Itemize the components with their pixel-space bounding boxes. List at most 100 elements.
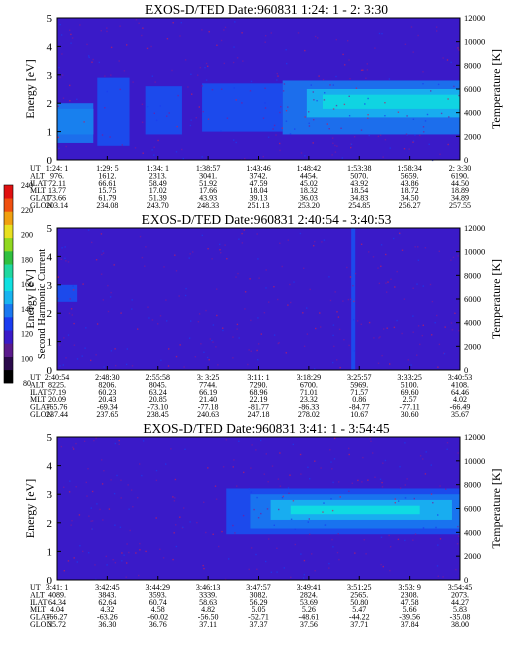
noise-speck — [153, 154, 155, 156]
noise-speck — [287, 487, 290, 489]
noise-speck — [141, 121, 144, 123]
table-cell: 7290. — [250, 380, 268, 389]
y-tick-label: 2 — [47, 308, 53, 320]
table-cell: 3:46:13 — [196, 583, 220, 592]
noise-speck — [365, 77, 367, 79]
noise-speck — [332, 334, 334, 337]
noise-speck — [304, 155, 306, 157]
table-cell: 13.77 — [48, 186, 66, 195]
noise-speck — [389, 363, 391, 365]
noise-speck — [187, 86, 189, 88]
y-tick-label: 3 — [47, 489, 53, 501]
y-tick-label: 4 — [47, 251, 53, 263]
noise-speck — [258, 277, 260, 279]
noise-speck — [339, 366, 341, 369]
noise-speck — [384, 115, 386, 117]
noise-speck — [303, 577, 305, 579]
noise-speck — [308, 111, 310, 113]
noise-speck — [110, 46, 113, 49]
noise-speck — [88, 515, 90, 517]
noise-speck — [329, 84, 331, 86]
noise-speck — [139, 549, 141, 551]
noise-speck — [438, 250, 440, 252]
table-cell: 1:43:46 — [246, 164, 270, 173]
noise-speck — [457, 255, 459, 257]
table-cell: 2824. — [300, 590, 318, 599]
noise-speck — [457, 452, 459, 454]
noise-speck — [232, 357, 234, 359]
noise-speck — [207, 118, 210, 120]
y2-tick-label: 6000 — [464, 294, 481, 304]
noise-speck — [257, 359, 259, 361]
noise-speck — [105, 555, 107, 558]
noise-speck — [265, 287, 267, 289]
noise-speck — [238, 440, 240, 442]
y-tick-label: 2 — [47, 98, 53, 110]
noise-speck — [312, 142, 314, 144]
noise-speck — [137, 497, 139, 499]
noise-speck — [188, 257, 190, 259]
noise-speck — [332, 481, 334, 484]
table-row-label: MLT — [30, 395, 46, 404]
table-cell: 8045. — [149, 380, 167, 389]
table-cell: 1:58:34 — [397, 164, 421, 173]
noise-speck — [75, 486, 77, 488]
table-row-label: ALT — [30, 590, 45, 599]
noise-speck — [334, 291, 336, 293]
noise-speck — [404, 539, 406, 542]
noise-speck — [85, 327, 87, 329]
noise-speck — [250, 80, 253, 83]
noise-speck — [403, 148, 406, 150]
noise-speck — [309, 478, 311, 480]
noise-speck — [394, 502, 396, 504]
noise-speck — [165, 463, 167, 465]
table-cell: 73.66 — [48, 194, 66, 203]
noise-speck — [374, 47, 376, 49]
noise-speck — [86, 43, 88, 46]
table-cell: 20.09 — [48, 395, 66, 404]
noise-speck — [365, 553, 367, 555]
noise-speck — [91, 241, 93, 244]
noise-speck — [253, 508, 255, 511]
table-cell: 5.05 — [252, 605, 266, 614]
noise-speck — [244, 157, 246, 160]
table-cell: -66.49 — [450, 403, 471, 412]
noise-speck — [266, 508, 269, 510]
noise-speck — [331, 538, 333, 541]
noise-speck — [314, 35, 317, 38]
noise-speck — [95, 259, 98, 261]
noise-speck — [211, 258, 213, 260]
colorbar-tick-label: 240 — [21, 181, 33, 190]
table-cell: 3:53: 9 — [398, 583, 420, 592]
noise-speck — [189, 124, 192, 127]
noise-speck — [195, 117, 197, 119]
noise-speck — [303, 267, 305, 269]
spectrogram-band — [57, 284, 78, 302]
table-cell: 4.58 — [151, 605, 165, 614]
noise-speck — [389, 546, 392, 548]
colorbar-segment — [4, 251, 13, 265]
noise-speck — [300, 473, 302, 475]
noise-speck — [422, 285, 424, 287]
noise-speck — [76, 561, 78, 563]
noise-speck — [381, 32, 383, 35]
noise-speck — [321, 241, 323, 243]
table-cell: 3:25:57 — [347, 373, 371, 382]
noise-speck — [116, 474, 118, 477]
colorbar-segment — [4, 264, 13, 278]
noise-speck — [180, 22, 182, 24]
table-cell: 1:53:38 — [347, 164, 371, 173]
noise-speck — [212, 533, 214, 535]
noise-speck — [285, 110, 288, 112]
colorbar-segment — [4, 198, 13, 212]
noise-speck — [205, 62, 208, 65]
table-cell: 15.75 — [98, 186, 116, 195]
noise-speck — [336, 145, 338, 147]
table-cell: -52.71 — [248, 613, 269, 622]
table-cell: 18.04 — [250, 186, 268, 195]
table-cell: 3:47:57 — [246, 583, 270, 592]
table-cell: 5.47 — [352, 605, 366, 614]
noise-speck — [108, 508, 111, 510]
noise-speck — [331, 154, 333, 156]
table-cell: -44.22 — [349, 613, 370, 622]
